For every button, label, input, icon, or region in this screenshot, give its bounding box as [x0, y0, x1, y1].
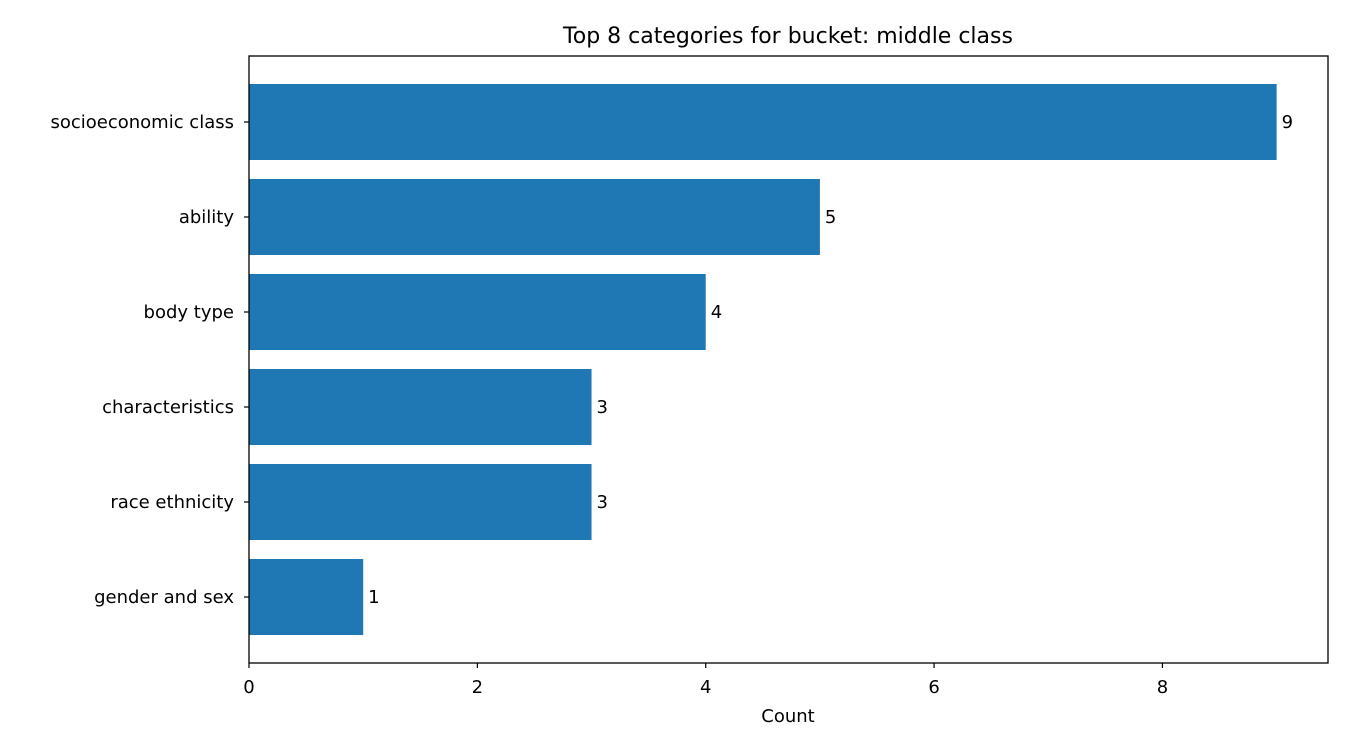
data-label: 3 — [597, 492, 608, 513]
data-label: 3 — [597, 397, 608, 418]
y-tick-label: gender and sex — [94, 587, 234, 608]
data-label: 9 — [1282, 112, 1293, 133]
bars-group — [249, 84, 1277, 635]
x-tick-label: 6 — [928, 677, 939, 698]
x-tick-label: 4 — [700, 677, 711, 698]
y-tick-label: ability — [179, 207, 235, 228]
data-label: 4 — [711, 302, 722, 323]
x-tick-label: 2 — [472, 677, 483, 698]
y-tick-label: characteristics — [102, 397, 234, 418]
x-axis-label: Count — [761, 706, 814, 727]
x-tick-label: 0 — [243, 677, 254, 698]
x-tick-label: 8 — [1157, 677, 1168, 698]
ticks-group: socioeconomic class ability body type chara… — [50, 112, 1168, 698]
bar-race-ethnicity — [249, 464, 592, 540]
bar-characteristics — [249, 369, 592, 445]
bar-gender-and-sex — [249, 559, 364, 635]
bar-ability — [249, 179, 820, 255]
y-tick-label: body type — [144, 302, 234, 323]
chart-title: Top 8 categories for bucket: middle clas… — [562, 24, 1013, 49]
y-tick-label: race ethnicity — [110, 492, 234, 513]
plot-area-frame — [248, 55, 1329, 664]
bar-body-type — [249, 274, 706, 350]
bar-socioeconomic-class — [249, 84, 1277, 160]
data-label: 5 — [825, 207, 836, 228]
data-label: 1 — [368, 587, 379, 608]
y-tick-label: socioeconomic class — [50, 112, 234, 133]
data-labels-group: 9 5 4 3 3 1 — [368, 112, 1293, 608]
